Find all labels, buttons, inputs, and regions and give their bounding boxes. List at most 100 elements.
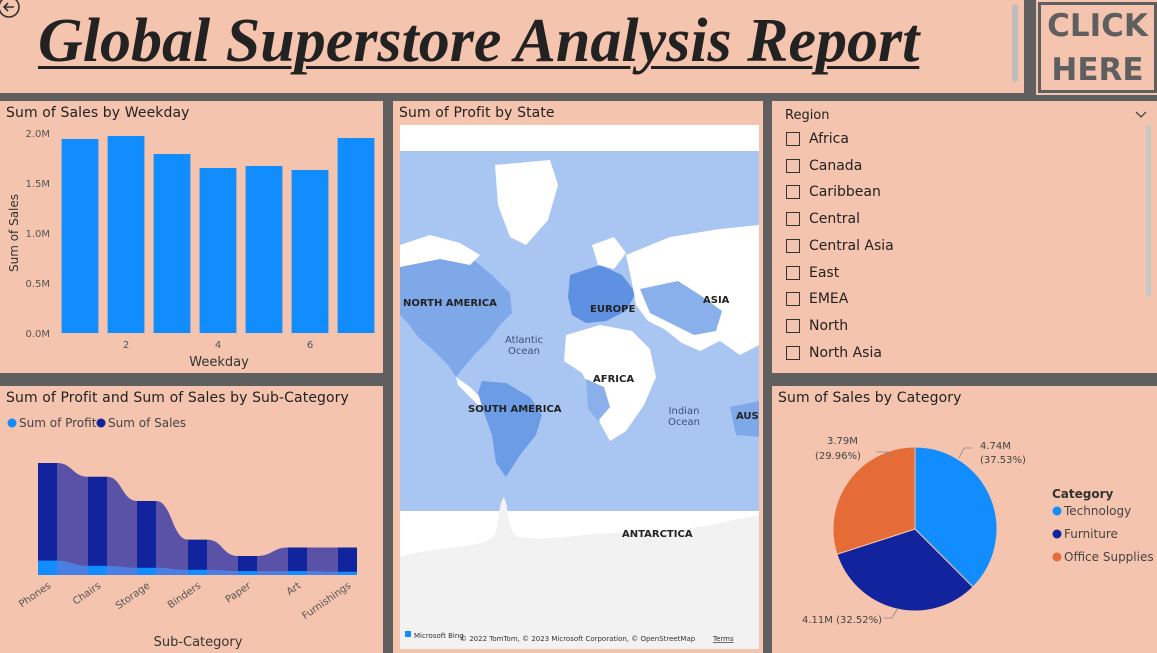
bing-logo-icon xyxy=(405,631,411,637)
checkbox[interactable] xyxy=(786,292,800,307)
weekday-bar-2[interactable] xyxy=(107,136,145,333)
pie-legend-title: Category xyxy=(1052,487,1114,501)
profit-by-state-map[interactable]: Sum of Profit by State xyxy=(393,101,763,653)
furniture-leader-line xyxy=(884,607,899,619)
checkbox[interactable] xyxy=(786,185,800,200)
slicer-item-north-asia[interactable]: North Asia xyxy=(786,342,882,364)
office-leader-line xyxy=(876,451,893,459)
report-title: Global Superstore Analysis Report xyxy=(38,7,920,75)
category-sales-pie-chart[interactable]: Sum of Sales by Category 4.74M (37.53%) … xyxy=(772,386,1157,653)
subcategory-x-axis-label: Sub-Category xyxy=(154,635,243,650)
region-slicer[interactable]: Region Africa Canada Caribbean Central Centr… xyxy=(772,101,1157,373)
central-america-landmass xyxy=(456,377,486,407)
sales-bar-furnishings[interactable] xyxy=(338,547,357,575)
weekday-x-tick: 6 xyxy=(307,340,313,351)
slicer-item-label: Canada xyxy=(809,157,863,174)
slicer-item-label: Africa xyxy=(809,131,849,147)
weekday-x-tick: 4 xyxy=(215,340,221,351)
weekday-bar-4[interactable] xyxy=(199,168,237,333)
checkbox[interactable] xyxy=(786,238,800,253)
weekday-bar-5[interactable] xyxy=(245,166,283,333)
checkbox[interactable] xyxy=(786,265,800,280)
map-label-europe: EUROPE xyxy=(590,304,635,315)
checkbox[interactable] xyxy=(786,132,800,146)
profit-bar-storage[interactable] xyxy=(137,567,156,575)
profit-bar-paper[interactable] xyxy=(238,571,257,575)
checkbox[interactable] xyxy=(786,158,800,173)
slicer-title: Region xyxy=(785,108,830,123)
scandinavia-landmass xyxy=(592,237,626,269)
map-label-australia: AUST xyxy=(736,411,759,422)
africa-landmass xyxy=(564,325,656,441)
subcategory-chart-title: Sum of Profit and Sum of Sales by Sub-Ca… xyxy=(6,390,349,406)
slicer-item-north[interactable]: North xyxy=(786,315,848,337)
weekday-y-tick: 1.0M xyxy=(25,229,50,240)
weekday-bar-7[interactable] xyxy=(337,138,375,333)
subcategory-x-tick: Chairs xyxy=(71,580,103,607)
slicer-item-caribbean[interactable]: Caribbean xyxy=(786,181,881,203)
sales-ribbon-segment xyxy=(156,500,188,575)
pie-legend-label: Office Supplies xyxy=(1064,550,1154,564)
pie-legend-marker xyxy=(1052,529,1062,539)
chevron-down-icon[interactable] xyxy=(1134,107,1148,121)
slicer-item-label: Caribbean xyxy=(809,184,881,201)
australia-landmass xyxy=(730,401,759,437)
map-canvas[interactable]: NORTH AMERICA EUROPE ASIA AFRICA SOUTH A… xyxy=(400,125,759,649)
world-map-svg: NORTH AMERICA EUROPE ASIA AFRICA SOUTH A… xyxy=(400,125,759,649)
slicer-item-africa[interactable]: Africa xyxy=(786,128,849,150)
profit-ribbon-segment xyxy=(207,569,238,575)
sales-bar-phones[interactable] xyxy=(38,462,57,575)
north-america-landmass xyxy=(400,253,512,377)
sales-bar-chairs[interactable] xyxy=(88,476,107,575)
profit-bar-art[interactable] xyxy=(288,571,307,575)
map-attribution-brand: Microsoft Bing xyxy=(414,632,464,640)
sales-bar-storage[interactable] xyxy=(137,500,156,575)
click-here-button[interactable]: CLICK HERE xyxy=(1036,0,1157,95)
slicer-item-central-asia[interactable]: Central Asia xyxy=(786,235,894,257)
profit-bar-phones[interactable] xyxy=(38,560,57,575)
sales-bar-art[interactable] xyxy=(288,547,307,575)
pie-slice-furniture[interactable] xyxy=(836,528,974,612)
slicer-item-central[interactable]: Central xyxy=(786,208,860,230)
pie-slice-technology[interactable] xyxy=(914,446,998,588)
sales-ribbon-segment xyxy=(207,539,238,575)
profit-bar-furnishings[interactable] xyxy=(338,571,357,575)
pie-slice-office-supplies[interactable] xyxy=(832,446,916,555)
map-label-atlantic: Atlantic xyxy=(505,335,543,346)
slicer-item-emea[interactable]: EMEA xyxy=(786,288,848,310)
pie-legend-label: Furniture xyxy=(1064,527,1118,541)
profit-bar-binders[interactable] xyxy=(188,569,207,575)
weekday-bar-3[interactable] xyxy=(153,154,191,333)
sales-ribbon-segment xyxy=(257,547,288,575)
map-terms-link[interactable]: Terms xyxy=(712,635,734,643)
title-banner: Global Superstore Analysis Report xyxy=(0,0,1024,93)
pie-legend-marker xyxy=(1052,506,1062,516)
pie-chart-svg: 4.74M (37.53%) 4.11M (32.52%) 3.79M (29.… xyxy=(802,436,1154,626)
subcategory-x-tick: Furnishings xyxy=(300,580,353,622)
checkbox[interactable] xyxy=(786,318,800,333)
legend-sales-label: Sum of Sales xyxy=(108,416,186,430)
checkbox[interactable] xyxy=(786,345,800,360)
pie-label-office-value: 3.79M xyxy=(827,436,858,447)
map-label-atlantic-ocean: Ocean xyxy=(508,346,540,357)
back-arrow-icon[interactable] xyxy=(0,0,22,20)
title-scrollbar[interactable] xyxy=(1012,4,1018,82)
slicer-item-label: Central Asia xyxy=(809,237,894,254)
weekday-bar-6[interactable] xyxy=(291,170,329,333)
slicer-scrollbar[interactable] xyxy=(1146,125,1151,297)
antarctica-landmass xyxy=(400,497,759,649)
weekday-y-tick: 0.5M xyxy=(25,279,50,290)
slicer-item-label: East xyxy=(809,264,840,281)
slicer-item-canada[interactable]: Canada xyxy=(786,155,862,177)
profit-bar-chairs[interactable] xyxy=(88,565,107,575)
weekday-bar-1[interactable] xyxy=(61,139,99,333)
sales-bar-binders[interactable] xyxy=(188,539,207,575)
map-attribution: © 2022 TomTom, © 2023 Microsoft Corporat… xyxy=(460,635,696,643)
slicer-item-east[interactable]: East xyxy=(786,262,839,284)
slicer-item-label: North xyxy=(809,317,849,334)
weekday-sales-chart[interactable]: Sum of Sales by Weekday 0.0M 0.5M 1.0M 1.5M… xyxy=(0,101,383,373)
sales-bar-paper[interactable] xyxy=(238,556,257,575)
subcategory-x-tick: Binders xyxy=(166,580,203,611)
checkbox[interactable] xyxy=(786,212,800,227)
subcategory-profit-sales-chart[interactable]: Sum of Profit and Sum of Sales by Sub-Ca… xyxy=(0,386,383,653)
